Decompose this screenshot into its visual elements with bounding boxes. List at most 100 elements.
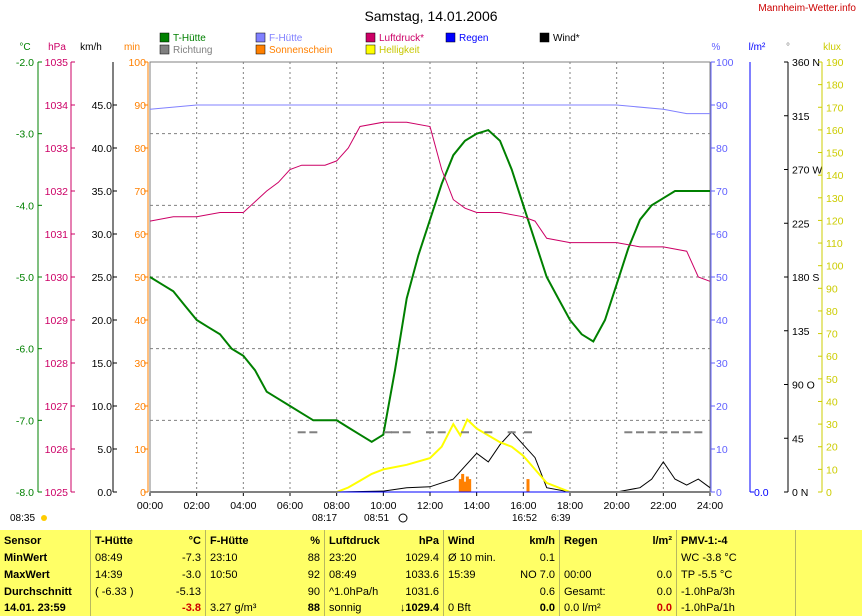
- tick-lux: 190: [826, 57, 844, 69]
- series-sonnenschein-bar: [458, 479, 462, 492]
- plot-series: [149, 104, 711, 493]
- tick-wind: 45.0: [92, 100, 113, 112]
- legend-swatch-6: [445, 32, 456, 43]
- tick-press: 1031: [45, 229, 69, 241]
- col-pmv: PMV-1:-4 WC -3.8 °C TP -5.5 °C -1.0hPa/3…: [677, 530, 796, 616]
- tick-min: 90: [134, 100, 146, 112]
- tick-min: 60: [134, 229, 146, 241]
- tick-time: 22:00: [650, 500, 676, 512]
- series-richtung-point: [647, 431, 656, 434]
- tick-time: 00:00: [137, 500, 163, 512]
- col-thuette: T-Hütte °C 08:49 -7.3 14:39 -3.0 ( -6.33 ) -…: [91, 530, 206, 616]
- sensor-min: MinWert: [4, 552, 48, 564]
- legend-label-6: Regen: [459, 33, 488, 44]
- tick-press: 1027: [45, 401, 69, 413]
- tick-min: 40: [134, 315, 146, 327]
- tick-temp: -5.0: [16, 272, 34, 284]
- pmv-windchill: WC -3.8 °C: [681, 552, 737, 564]
- unit-min: min: [124, 42, 140, 53]
- regen-total-label: Gesamt:: [564, 586, 606, 598]
- tick-lux: 40: [826, 396, 838, 408]
- sensor-now: 14.01. 23:59: [4, 602, 66, 614]
- series-richtung-point: [437, 431, 446, 434]
- luftdruck-unit: hPa: [418, 535, 439, 547]
- unit-hum: %: [712, 42, 721, 53]
- pmv-head: PMV-1:-4: [681, 535, 728, 547]
- tick-hum: 20: [716, 401, 728, 413]
- regen-max-time: 00:00: [564, 569, 592, 581]
- stats-panel: Sensor MinWert MaxWert Durchschnitt 14.0…: [0, 530, 862, 616]
- unit-temp: °C: [19, 42, 30, 53]
- series-richtung-point: [507, 431, 516, 434]
- tick-lux: 50: [826, 374, 838, 386]
- series-richtung-point: [426, 431, 434, 434]
- series-sonnenschein-bar: [468, 479, 472, 492]
- series-t-h-tte-line: [149, 128, 710, 443]
- wind-now-label: 0 Bft: [448, 602, 471, 614]
- tick-min: 10: [134, 444, 146, 456]
- legend-label-7: Wind*: [553, 33, 580, 44]
- fhuette-max-time: 10:50: [210, 569, 238, 581]
- tick-press: 1035: [45, 57, 69, 69]
- legend-label-4: Luftdruck*: [379, 33, 424, 44]
- regen-head: Regen: [564, 535, 598, 547]
- thuette-max-time: 14:39: [95, 569, 123, 581]
- tick-hum: 70: [716, 186, 728, 198]
- tick-dir: 270 W: [792, 165, 822, 177]
- series-sonnenschein-bar: [526, 479, 530, 492]
- tick-wind: 5.0: [97, 444, 112, 456]
- tick-time: 18:00: [557, 500, 583, 512]
- tick-lux: 90: [826, 283, 838, 295]
- legend-label-5: Helligkeit: [379, 45, 420, 56]
- regen-now-value: 0.0: [656, 602, 672, 614]
- legend-label-1: Richtung: [173, 45, 212, 56]
- thuette-head: T-Hütte: [95, 535, 133, 547]
- tick-min: 80: [134, 143, 146, 155]
- col-fhuette: F-Hütte% 23:10 88 10:50 92 90 3.27 g/m³ 88: [206, 530, 325, 616]
- series-richtung-point: [671, 431, 679, 434]
- legend-swatch-3: [255, 44, 266, 55]
- chart-title: Samstag, 14.01.2006: [364, 8, 497, 24]
- tick-press: 1034: [45, 100, 69, 112]
- legend-swatch-1: [159, 44, 170, 55]
- grid: [150, 62, 710, 492]
- site-name[interactable]: Mannheim-Wetter.info: [758, 3, 856, 14]
- luftdruck-max-time: 08:49: [329, 569, 357, 581]
- legend-label-0: T-Hütte: [173, 33, 206, 44]
- tick-press: 1030: [45, 272, 69, 284]
- series-wind--line: [150, 431, 711, 493]
- series-luftdruck--line: [149, 121, 711, 282]
- series-richtung-point: [659, 431, 668, 434]
- tick-lux: 30: [826, 419, 838, 431]
- tick-press: 1025: [45, 487, 69, 499]
- tick-lux: 150: [826, 148, 844, 160]
- tick-dir: 225: [792, 218, 810, 230]
- tick-wind: 0.0: [97, 487, 112, 499]
- col-regen: Regen l/m² 00:00 0.0 Gesamt: 0.0 0.0 l/m² 0.…: [560, 530, 677, 616]
- legend-swatch-4: [365, 32, 376, 43]
- fhuette-unit: %: [310, 535, 320, 547]
- tick-dir: 45: [792, 433, 804, 445]
- tick-lux: 20: [826, 442, 838, 454]
- series-helligkeit-line: [150, 417, 710, 493]
- tick-time: 04:00: [230, 500, 256, 512]
- sunrise-left-label: 08:35: [10, 513, 35, 524]
- series-richtung-point: [484, 431, 493, 434]
- wind-max-time: 15:39: [448, 569, 476, 581]
- tick-hum: 40: [716, 315, 728, 327]
- tick-press: 1032: [45, 186, 69, 198]
- tick-time: 20:00: [604, 500, 630, 512]
- tick-lux: 140: [826, 170, 844, 182]
- unit-dir: °: [786, 42, 790, 53]
- sunset-label: 16:52: [512, 513, 537, 524]
- series-richtung-point: [391, 431, 399, 434]
- tick-temp: -2.0: [16, 57, 34, 69]
- thuette-avg-value: -5.13: [175, 586, 201, 598]
- legend-swatch-0: [159, 32, 170, 43]
- thuette-max-value: -3.0: [182, 569, 201, 581]
- tick-time: 06:00: [277, 500, 303, 512]
- tick-press: 1028: [45, 358, 69, 370]
- thuette-min-value: -7.3: [182, 552, 201, 564]
- tick-rain: 0.0: [754, 487, 769, 499]
- regen-total-value: 0.0: [656, 586, 672, 598]
